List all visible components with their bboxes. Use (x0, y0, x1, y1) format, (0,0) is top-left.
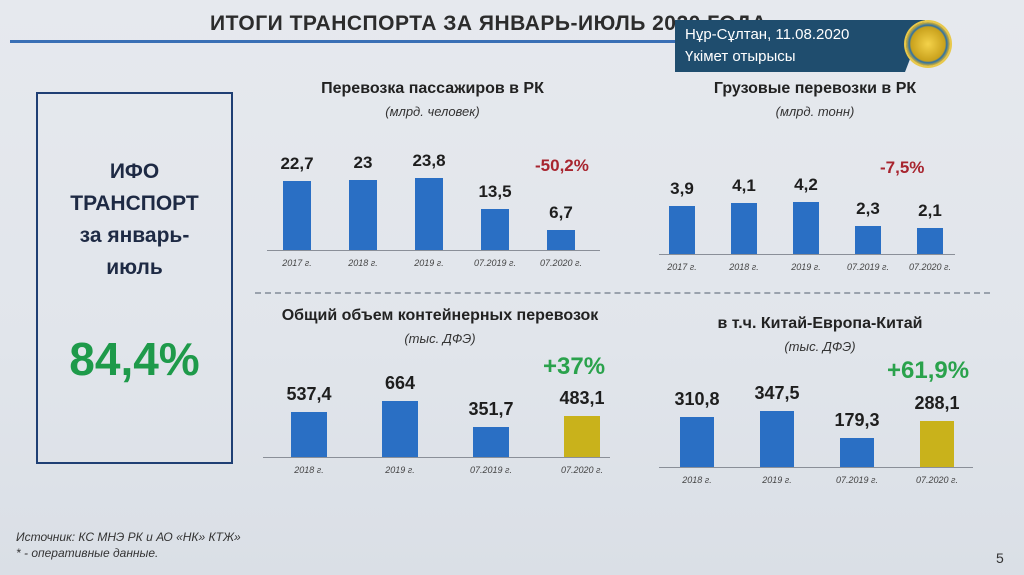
title-underline (10, 40, 810, 43)
chart-title: Перевозка пассажиров в РК (321, 80, 544, 97)
bar-category-label: 2019 г. (791, 262, 821, 272)
bar-category-label: 07.2019 г. (836, 475, 878, 485)
bar-category-label: 07.2020 г. (540, 258, 582, 268)
chart-bar (564, 416, 600, 457)
bar-value-label: 347,5 (754, 383, 800, 403)
source-note: Источник: КС МНЭ РК и АО «НК» КТЖ» (16, 530, 241, 544)
bar-category-label: 2017 г. (667, 262, 697, 272)
page-number: 5 (996, 550, 1004, 566)
chart-bar (840, 438, 874, 467)
bar-category-label: 2018 г. (348, 258, 378, 268)
chart-baseline (659, 254, 955, 255)
chart-bar (669, 205, 695, 254)
chart-china-europe: в т.ч. Китай-Европа-Китай (тыс. ДФЭ) +61… (655, 305, 985, 485)
bar-category-label: 07.2020 г. (561, 465, 603, 475)
bar-category-label: 07.2020 г. (916, 475, 958, 485)
section-divider (255, 292, 990, 294)
bar-value-label: 4,1 (732, 176, 756, 196)
bar-value-label: 2,1 (918, 201, 942, 220)
bar-value-label: 13,5 (478, 182, 512, 202)
bar-value-label: 4,2 (794, 175, 818, 194)
chart-bar (793, 202, 819, 254)
chart-title: Общий объем контейнерных перевозок (281, 307, 599, 324)
chart-bar (680, 416, 714, 467)
bar-value-label: 6,7 (549, 202, 573, 222)
bar-value-label: 2,3 (856, 198, 880, 218)
ifo-label: ИФО ТРАНСПОРТ за январь- июль (38, 156, 231, 284)
bar-category-label: 2019 г. (762, 475, 792, 485)
ifo-label-line: за январь- (79, 224, 190, 247)
bar-category-label: 07.2019 г. (474, 258, 516, 268)
bar-value-label: 483,1 (559, 388, 605, 409)
bar-category-label: 2017 г. (282, 258, 312, 268)
chart-title: Грузовые перевозки в РК (713, 80, 917, 97)
bar-category-label: 07.2019 г. (847, 262, 889, 272)
bar-value-label: 664 (384, 373, 416, 393)
chart-title: в т.ч. Китай-Европа-Китай (717, 315, 923, 332)
chart-baseline (263, 457, 610, 458)
bar-value-label: 22,7 (280, 154, 314, 174)
chart-bar (760, 411, 794, 467)
ifo-summary-box: ИФО ТРАНСПОРТ за январь- июль 84,4% (36, 92, 233, 464)
broadcast-caption: Нұр-Сұлтан, 11.08.2020 Үкімет отырысы (675, 20, 925, 72)
ifo-label-line: ТРАНСПОРТ (70, 192, 199, 215)
change-percent: -50,2% (535, 156, 589, 175)
chart-baseline (267, 250, 600, 251)
chart-bar (415, 178, 443, 250)
bar-value-label: 288,1 (914, 392, 960, 413)
chart-bar (731, 203, 757, 254)
chart-unit: (млрд. человек) (385, 104, 480, 119)
chart-bar (855, 225, 881, 254)
chart-bar (283, 181, 311, 250)
bar-value-label: 23 (353, 153, 373, 173)
chart-bar (547, 229, 575, 250)
kazakhstan-emblem-icon (906, 22, 950, 66)
bar-value-label: 310,8 (674, 388, 720, 409)
change-percent: -7,5% (880, 158, 925, 177)
bar-value-label: 351,7 (468, 399, 514, 420)
chart-bar (473, 427, 509, 457)
bar-value-label: 3,9 (670, 178, 694, 198)
change-percent: +61,9% (887, 357, 970, 384)
chart-bar (382, 401, 418, 457)
chart-unit: (тыс. ДФЭ) (784, 339, 856, 354)
bar-category-label: 07.2020 г. (909, 262, 951, 272)
change-percent: +37% (543, 353, 606, 380)
chart-unit: (тыс. ДФЭ) (404, 331, 476, 346)
bar-value-label: 23,8 (412, 151, 446, 170)
caption-event: Үкімет отырысы (685, 48, 796, 65)
bar-category-label: 2018 г. (729, 262, 759, 272)
chart-passengers: Перевозка пассажиров в РК (млрд. человек… (255, 78, 610, 283)
chart-bar (481, 209, 509, 250)
footnote: * - оперативные данные. (16, 546, 159, 560)
bar-value-label: 537,4 (286, 383, 332, 404)
caption-location-date: Нұр-Сұлтан, 11.08.2020 (685, 26, 850, 43)
bar-category-label: 2019 г. (385, 465, 415, 475)
chart-bar (920, 420, 954, 467)
chart-bar (291, 411, 327, 457)
ifo-label-line: ИФО (109, 160, 160, 183)
chart-freight: Грузовые перевозки в РК (млрд. тонн) -7,… (655, 78, 975, 283)
bar-category-label: 07.2019 г. (470, 465, 512, 475)
bar-category-label: 2018 г. (682, 475, 712, 485)
slide-title: ИТОГИ ТРАНСПОРТА ЗА ЯНВАРЬ-ИЮЛЬ 2020 ГОД… (210, 12, 767, 35)
ifo-label-line: июль (106, 256, 163, 279)
chart-bar (917, 228, 943, 254)
ifo-value: 84,4% (69, 333, 200, 385)
chart-containers: Общий объем контейнерных перевозок (тыс.… (255, 305, 625, 485)
chart-unit: (млрд. тонн) (775, 104, 855, 119)
chart-bar (349, 180, 377, 250)
bar-value-label: 179,3 (834, 410, 880, 431)
bar-category-label: 2019 г. (414, 258, 444, 268)
chart-baseline (659, 467, 973, 468)
bar-category-label: 2018 г. (294, 465, 324, 475)
